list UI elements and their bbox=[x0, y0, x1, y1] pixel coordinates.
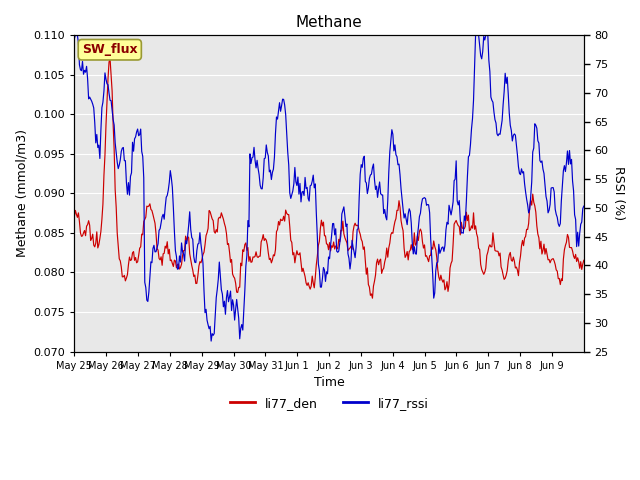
Title: Methane: Methane bbox=[296, 15, 362, 30]
Legend: li77_den, li77_rssi: li77_den, li77_rssi bbox=[225, 392, 433, 415]
X-axis label: Time: Time bbox=[314, 376, 344, 389]
Y-axis label: RSSI (%): RSSI (%) bbox=[612, 167, 625, 220]
Y-axis label: Methane (mmol/m3): Methane (mmol/m3) bbox=[15, 130, 28, 257]
Text: SW_flux: SW_flux bbox=[82, 43, 138, 56]
